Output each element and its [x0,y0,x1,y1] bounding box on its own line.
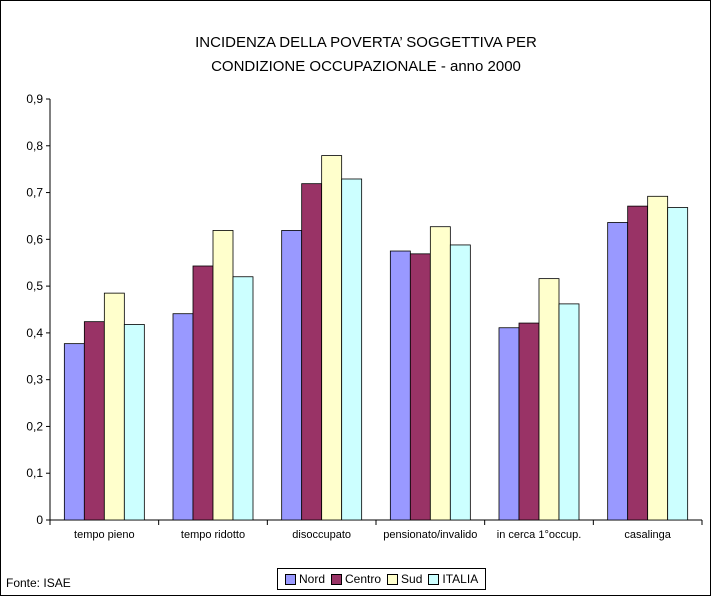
legend-label: Centro [345,572,382,586]
legend-item: Centro [331,572,381,586]
legend-item: Nord [285,572,325,586]
bar [627,205,649,521]
bar [389,250,411,521]
bar [281,230,303,521]
y-tick-label: 0,4 [26,326,43,340]
bar [232,276,254,521]
y-tick-label: 0,2 [26,419,43,433]
legend-swatch [387,573,399,585]
legend-label: Nord [299,572,326,586]
bar [518,322,540,521]
x-tick-label: in cerca 1°occup. [497,529,582,541]
legend-swatch [285,573,296,585]
bar [172,313,194,521]
legend-label: Sud [401,572,423,586]
legend-swatch [331,573,343,585]
chart-title-line-1: INCIDENZA DELLA POVERTA’ SOGGETTIVA PER [195,34,537,51]
bar [123,324,145,521]
legend: Nord Centro Sud ITALIA [277,568,487,590]
chart-title-line-2: CONDIZIONE OCCUPAZIONALE - anno 2000 [211,58,521,75]
y-tick-label: 0,1 [26,466,43,480]
bar [321,155,343,521]
bar [558,303,580,521]
bar [449,244,471,521]
bar [409,253,431,521]
y-tick-label: 0,5 [26,279,43,293]
x-tick-label: casalinga [624,529,671,541]
legend-swatch [428,573,440,585]
bar [667,207,689,521]
legend-label: ITALIA [442,572,479,586]
source-note: Fonte: ISAE [6,576,71,590]
plot-area: 0 0,1 0,2 0,3 0,4 0,5 0,6 0,7 0,8 0,9 tempo pieno t… [26,92,703,541]
bar [341,178,363,521]
bar [103,292,125,521]
x-tick-label: tempo pieno [74,529,135,541]
x-tick-label: tempo ridotto [181,529,245,541]
x-tick-label: disoccupato [292,529,351,541]
y-tick-label: 0,9 [26,92,43,106]
y-tick-label: 0,3 [26,373,43,387]
y-tick-label: 0,7 [26,186,43,200]
x-tick-label: pensionato/invalido [383,529,477,541]
bar [83,321,105,521]
legend-item: Sud [387,572,422,586]
bar [301,183,323,521]
bar [538,278,560,521]
y-tick-label: 0 [36,513,43,527]
bar [63,343,85,521]
y-tick-label: 0,8 [26,139,43,153]
bar [212,230,234,521]
bar [429,226,451,521]
bar [192,265,214,521]
legend-item: ITALIA [428,572,478,586]
bar [607,222,629,521]
bar [498,327,520,521]
y-tick-label: 0,6 [26,232,43,246]
bar [647,195,669,521]
